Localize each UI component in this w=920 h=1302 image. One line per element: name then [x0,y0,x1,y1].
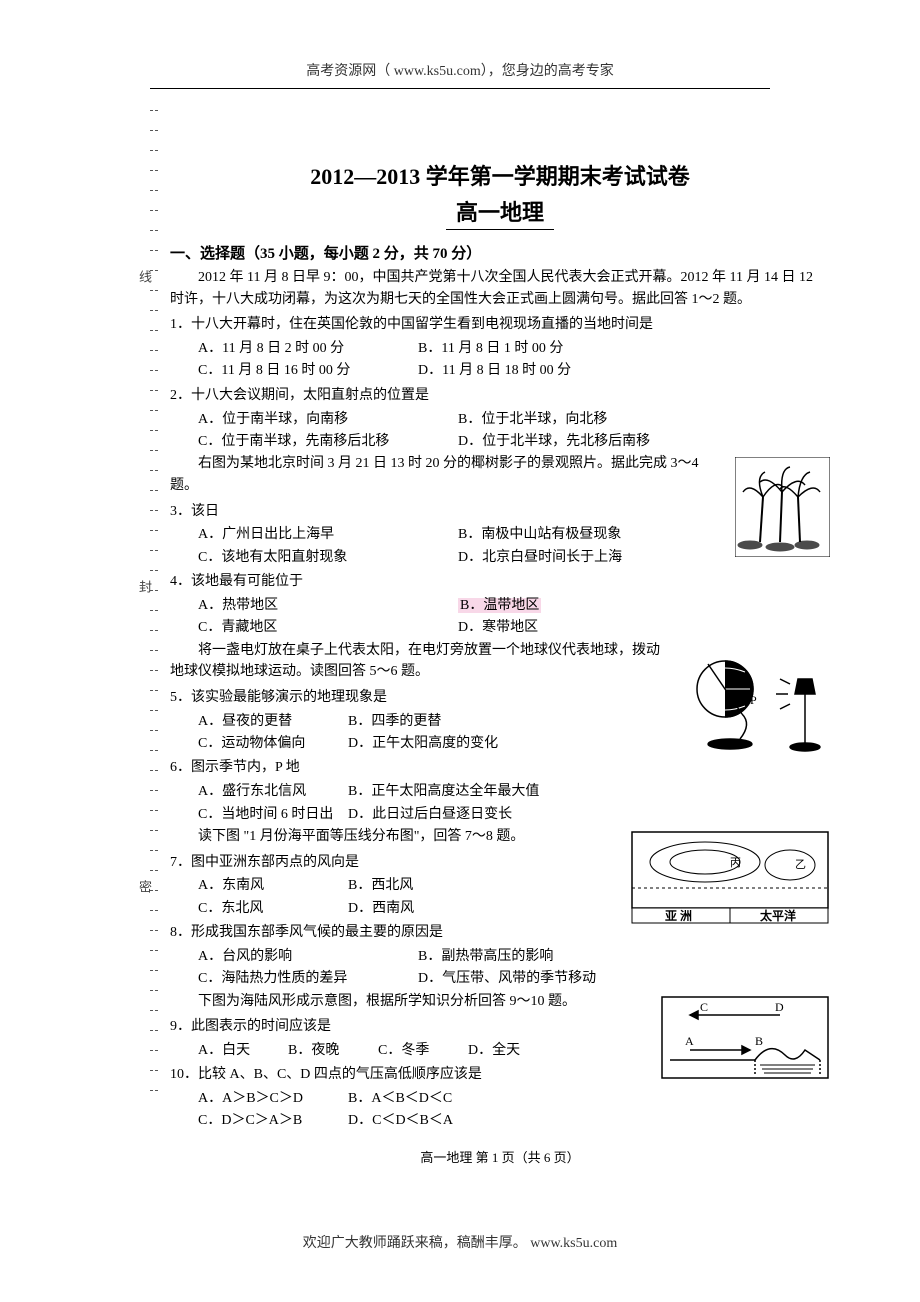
q3-c: C．该地有太阳直射现象 [198,547,458,569]
page-header: 高考资源网（ www.ks5u.com），您身边的高考专家 [0,0,920,88]
map-label-asia: 亚 洲 [665,909,692,923]
q5-c: C．运动物体偏向 [198,733,348,755]
q4-b: B．温带地区 [458,595,678,617]
q7-b: B．西北风 [348,875,498,897]
q3-options: A．广州日出比上海早 B．南极中山站有极昼现象 C．该地有太阳直射现象 D．北京… [170,524,830,569]
q3-d: D．北京白昼时间长于上海 [458,547,678,569]
page-number: 高一地理 第 1 页（共 6 页） [170,1147,830,1166]
q10-c: C．D＞C＞A＞B [198,1110,348,1132]
q2-options: A．位于南半球，向南移 B．位于北半球，向北移 C．位于南半球，先南移后北移 D… [170,409,830,454]
breeze-C: C [700,1000,708,1014]
passage-2: 右图为某地北京时间 3 月 21 日 13 时 20 分的椰树影子的景观照片。据… [170,453,830,496]
q5-d: D．正午太阳高度的变化 [348,733,568,755]
q1-d: D．11 月 8 日 18 时 00 分 [418,360,638,382]
q4-a: A．热带地区 [198,595,458,617]
q8-options: A．台风的影响 B．副热带高压的影响 C．海陆热力性质的差异 D．气压带、风带的… [170,946,830,991]
exam-title: 2012—2013 学年第一学期期末考试试卷 [170,159,830,191]
passage-1: 2012 年 11 月 8 日早 9：00，中国共产党第十八次全国人民代表大会正… [170,267,830,310]
exam-subtitle: 高一地理 [446,195,554,230]
breeze-B: B [755,1034,763,1048]
q3-stem: 3．该日 [170,501,830,523]
map-mark-yi: 乙 [795,858,806,871]
palm-figure [735,457,830,562]
breeze-D: D [775,1000,784,1014]
palm-icon [735,457,830,557]
q9-b: B．夜晚 [288,1040,378,1062]
q8-b: B．副热带高压的影响 [418,946,638,968]
q5-b: B．四季的更替 [348,711,568,733]
q7-c: C．东北风 [198,898,348,920]
globe-lamp-icon: P [680,644,830,764]
q5-a: A．昼夜的更替 [198,711,348,733]
q6-b: B．正午太阳高度达全年最大值 [348,781,568,803]
q9-a: A．白天 [198,1040,288,1062]
globe-figure: P [680,644,830,769]
q4-stem: 4．该地最有可能位于 [170,571,830,593]
q4-d: D．寒带地区 [458,617,678,639]
q4-b-text: B．温带地区 [458,598,541,613]
q7-a: A．东南风 [198,875,348,897]
q6-options: A．盛行东北信风 B．正午太阳高度达全年最大值 C．当地时间 6 时日出 D．此… [170,781,830,826]
q10-d: D．C＜D＜B＜A [348,1110,498,1132]
q7-d: D．西南风 [348,898,498,920]
map-label-pacific: 太平洋 [760,908,796,923]
pressure-map-icon: 丙 乙 亚 洲 太平洋 [630,830,830,925]
q2-c: C．位于南半球，先南移后北移 [198,431,458,453]
map-mark-bing: 丙 [730,857,741,869]
header-text: 高考资源网（ www.ks5u.com），您身边的高考专家 [306,64,613,79]
q6-a: A．盛行东北信风 [198,781,348,803]
q2-stem: 2．十八大会议期间，太阳直射点的位置是 [170,385,830,407]
q10-b: B．A＜B＜D＜C [348,1088,498,1110]
breeze-figure: A B C D [660,995,830,1085]
q8-d: D．气压带、风带的季节移动 [418,968,638,990]
q2-d: D．位于北半球，先北移后南移 [458,431,678,453]
q2-a: A．位于南半球，向南移 [198,409,458,431]
q8-a: A．台风的影响 [198,946,418,968]
svg-text:P: P [750,693,757,707]
q10-a: A．A＞B＞C＞D [198,1088,348,1110]
q3-b: B．南极中山站有极昼现象 [458,524,678,546]
page-footer: 欢迎广大教师踊跃来稿，稿酬丰厚。 www.ks5u.com [0,1232,920,1252]
q8-c: C．海陆热力性质的差异 [198,968,418,990]
q6-d: D．此日过后白昼逐日变长 [348,804,568,826]
q9-d: D．全天 [468,1040,558,1062]
subtitle-wrap: 高一地理 [170,195,830,230]
q10-options: A．A＞B＞C＞D B．A＜B＜D＜C C．D＞C＞A＞B D．C＜D＜B＜A [170,1088,830,1133]
q1-a: A．11 月 8 日 2 时 00 分 [198,338,418,360]
pressure-map-figure: 丙 乙 亚 洲 太平洋 [630,830,830,930]
q9-c: C．冬季 [378,1040,468,1062]
content-area: 2012—2013 学年第一学期期末考试试卷 高一地理 一、选择题（35 小题，… [0,89,920,1186]
breeze-A: A [685,1034,694,1048]
q4-c: C．青藏地区 [198,617,458,639]
q3-a: A．广州日出比上海早 [198,524,458,546]
q1-stem: 1．十八大开幕时，住在英国伦敦的中国留学生看到电视现场直播的当地时间是 [170,314,830,336]
q1-b: B．11 月 8 日 1 时 00 分 [418,338,638,360]
q2-b: B．位于北半球，向北移 [458,409,678,431]
q6-c: C．当地时间 6 时日出 [198,804,348,826]
q1-options: A．11 月 8 日 2 时 00 分 B．11 月 8 日 1 时 00 分 … [170,338,830,383]
q4-options: A．热带地区 B．温带地区 C．青藏地区 D．寒带地区 [170,595,830,640]
q1-c: C．11 月 8 日 16 时 00 分 [198,360,418,382]
section-heading: 一、选择题（35 小题，每小题 2 分，共 70 分） [170,242,830,263]
sea-breeze-icon: A B C D [660,995,830,1080]
